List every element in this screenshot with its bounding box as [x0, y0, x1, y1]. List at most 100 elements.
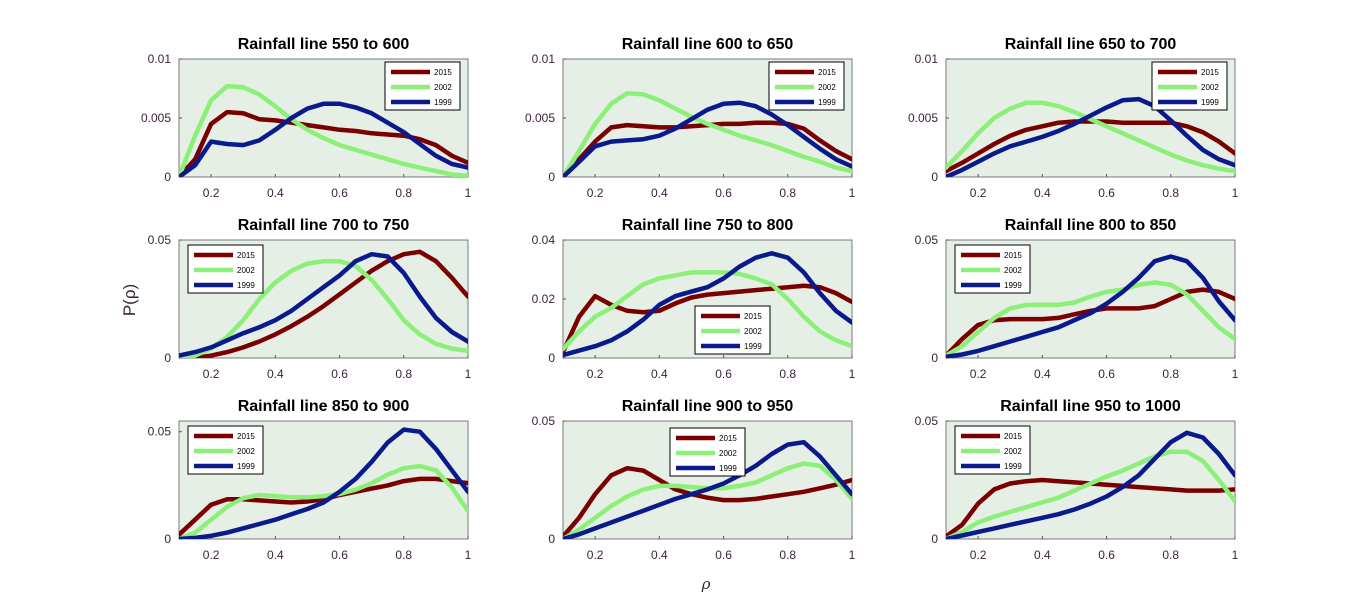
y-tick-label: 0.05	[915, 414, 939, 428]
y-tick-label: 0	[931, 532, 938, 546]
x-tick-label: 0.8	[395, 186, 412, 200]
x-tick-label: 0.2	[203, 186, 220, 200]
y-axis-label: P(ρ)	[120, 284, 139, 316]
y-tick-label: 0.02	[532, 292, 556, 306]
legend: 2015 2002 1999	[1151, 61, 1228, 111]
x-tick-label: 0.8	[395, 548, 412, 562]
series-line-2002	[946, 280, 1235, 358]
chart-panel: Rainfall line 950 to 1000 0.2 0.4 0.6 0.8 1 0 0…	[915, 398, 1239, 562]
legend-label: 1999	[1004, 281, 1022, 290]
x-tick-label: 0.4	[1034, 186, 1051, 200]
legend-label: 2002	[434, 83, 452, 92]
x-tick-label: 1	[1232, 186, 1239, 200]
legend: 2015 2002 1999	[954, 244, 1031, 294]
x-tick-label: 0.4	[1034, 367, 1051, 381]
x-tick-label: 0.8	[779, 548, 796, 562]
series-line-2015	[563, 465, 852, 539]
legend-label: 2002	[1201, 83, 1219, 92]
chart-title: Rainfall line 850 to 900	[238, 398, 410, 415]
x-tick-label: 0.2	[970, 367, 987, 381]
legend: 2015 2002 1999	[669, 427, 746, 477]
chart-title: Rainfall line 750 to 800	[622, 217, 794, 234]
series-line-1999	[563, 100, 852, 177]
legend-label: 2002	[1004, 447, 1022, 456]
x-tick-label: 0.4	[1034, 548, 1051, 562]
chart-panel: Rainfall line 750 to 800 0.2 0.4 0.6 0.8 1 0 0.…	[532, 217, 856, 381]
x-tick-label: 0.6	[331, 186, 348, 200]
x-tick-label: 0.6	[715, 367, 732, 381]
legend-label: 1999	[818, 98, 836, 107]
series-line-2002	[563, 90, 852, 177]
y-tick-label: 0.005	[525, 111, 555, 125]
y-tick-label: 0	[164, 351, 171, 365]
legend-label: 1999	[237, 281, 255, 290]
y-tick-label: 0.05	[532, 414, 556, 428]
legend-label: 1999	[1201, 98, 1219, 107]
legend: 2015 2002 1999	[954, 425, 1031, 475]
y-tick-label: 0.05	[148, 233, 172, 247]
series-line-1999	[946, 96, 1235, 177]
x-tick-label: 0.4	[267, 548, 284, 562]
x-tick-label: 0.6	[1098, 367, 1115, 381]
legend-label: 1999	[237, 462, 255, 471]
chart-panel: Rainfall line 600 to 650 0.2 0.4 0.6 0.8 1 0 0.…	[525, 36, 856, 200]
legend-label: 2002	[818, 83, 836, 92]
legend-label: 1999	[744, 342, 762, 351]
y-tick-label: 0	[164, 170, 171, 184]
legend-label: 2002	[1004, 266, 1022, 275]
x-tick-label: 0.8	[1162, 367, 1179, 381]
x-tick-label: 1	[465, 367, 472, 381]
series-line-1999	[946, 430, 1235, 539]
x-tick-label: 0.2	[203, 367, 220, 381]
y-tick-label: 0.005	[908, 111, 938, 125]
series-line-2015	[179, 109, 468, 177]
chart-panel: Rainfall line 850 to 900 0.2 0.4 0.6 0.8 1 0 0.…	[148, 398, 472, 562]
x-tick-label: 1	[849, 548, 856, 562]
series-line-1999	[179, 251, 468, 358]
chart-title: Rainfall line 900 to 950	[622, 398, 794, 415]
x-tick-label: 1	[465, 548, 472, 562]
y-tick-label: 0	[931, 351, 938, 365]
legend-label: 2015	[818, 68, 836, 77]
y-tick-label: 0	[931, 170, 938, 184]
y-tick-label: 0.05	[148, 425, 172, 439]
legend-label: 2015	[237, 251, 255, 260]
series-line-2002	[563, 270, 852, 352]
legend-label: 2015	[744, 312, 762, 321]
x-tick-label: 0.8	[395, 367, 412, 381]
y-tick-label: 0.05	[915, 233, 939, 247]
series-line-2002	[946, 100, 1235, 174]
x-tick-label: 0.8	[1162, 548, 1179, 562]
legend-label: 2002	[237, 447, 255, 456]
y-tick-label: 0	[548, 170, 555, 184]
legend-label: 2002	[744, 327, 762, 336]
x-tick-label: 0.2	[203, 548, 220, 562]
chart-title: Rainfall line 950 to 1000	[1000, 398, 1181, 415]
y-tick-label: 0.01	[915, 52, 939, 66]
y-tick-label: 0	[164, 532, 171, 546]
legend: 2015 2002 1999	[187, 244, 264, 294]
x-tick-label: 1	[1232, 548, 1239, 562]
chart-title: Rainfall line 800 to 850	[1005, 217, 1177, 234]
x-tick-label: 1	[1232, 367, 1239, 381]
chart-title: Rainfall line 600 to 650	[622, 36, 794, 53]
legend-label: 2015	[1004, 251, 1022, 260]
x-tick-label: 0.6	[1098, 548, 1115, 562]
legend: 2015 2002 1999	[384, 61, 461, 111]
x-tick-label: 0.2	[587, 548, 604, 562]
legend-label: 2015	[1004, 432, 1022, 441]
series-line-1999	[563, 251, 852, 358]
series-line-1999	[179, 101, 468, 177]
y-tick-label: 0	[548, 351, 555, 365]
chart-panel: Rainfall line 800 to 850 0.2 0.4 0.6 0.8 1 0 0.…	[915, 217, 1239, 381]
series-line-1999	[179, 427, 468, 539]
x-tick-label: 0.4	[651, 548, 668, 562]
legend-label: 2002	[719, 449, 737, 458]
x-tick-label: 0.4	[267, 367, 284, 381]
x-tick-label: 0.8	[779, 367, 796, 381]
x-tick-label: 0.2	[970, 548, 987, 562]
x-tick-label: 0.2	[587, 186, 604, 200]
y-tick-label: 0.01	[532, 52, 556, 66]
chart-panel: Rainfall line 650 to 700 0.2 0.4 0.6 0.8 1 0 0.…	[908, 36, 1239, 200]
